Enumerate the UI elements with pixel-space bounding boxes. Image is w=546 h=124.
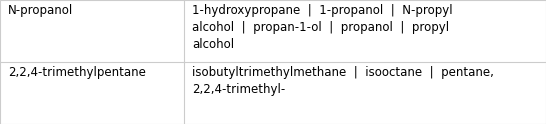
Text: N-propanol: N-propanol [8, 4, 74, 17]
Text: 1-hydroxypropane  |  1-propanol  |  N-propyl
alcohol  |  propan-1-ol  |  propano: 1-hydroxypropane | 1-propanol | N-propyl… [192, 4, 453, 51]
Text: isobutyltrimethylmethane  |  isooctane  |  pentane,
2,2,4-trimethyl-: isobutyltrimethylmethane | isooctane | p… [192, 66, 494, 96]
Text: 2,2,4-trimethylpentane: 2,2,4-trimethylpentane [8, 66, 146, 79]
